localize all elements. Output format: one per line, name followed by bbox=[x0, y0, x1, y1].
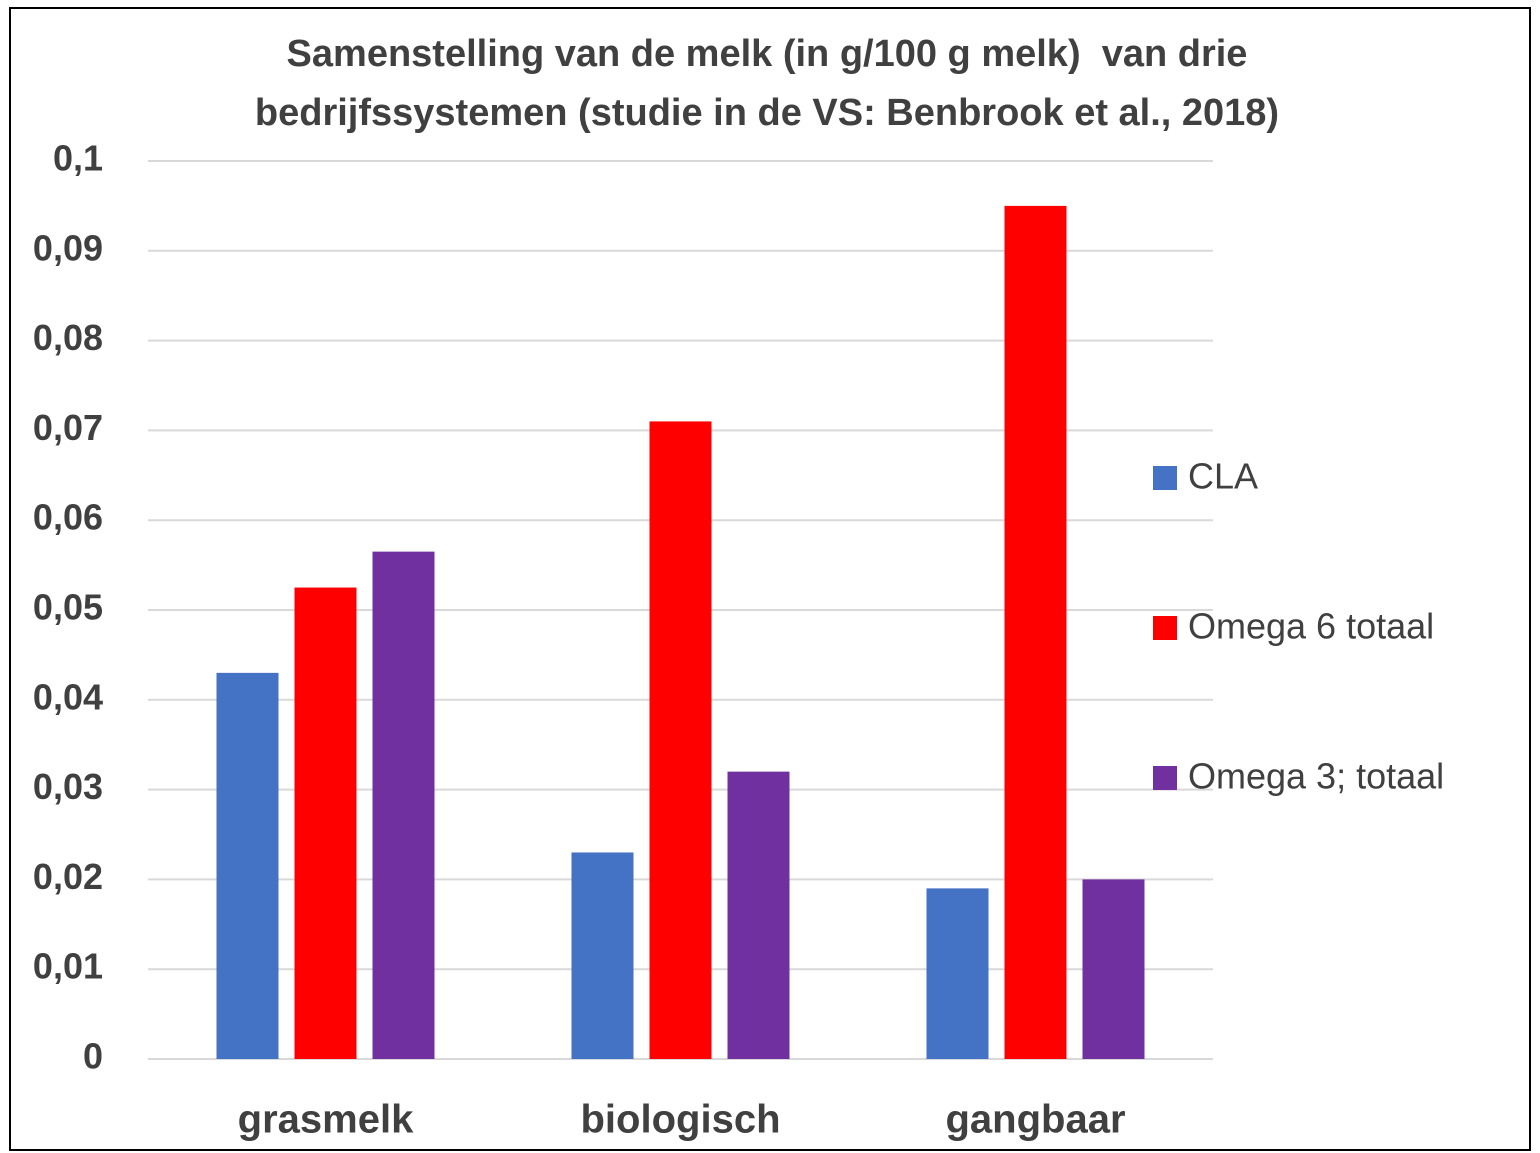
legend-label: CLA bbox=[1188, 456, 1258, 497]
y-tick-label: 0,09 bbox=[33, 227, 103, 268]
y-tick-label: 0,1 bbox=[53, 138, 103, 179]
x-tick-label: biologisch bbox=[581, 1098, 781, 1142]
y-tick-label: 0,04 bbox=[33, 676, 103, 717]
legend-label: Omega 3; totaal bbox=[1188, 756, 1444, 797]
chart-title: bedrijfssystemen (studie in de VS: Benbr… bbox=[255, 92, 1279, 134]
bar bbox=[294, 587, 357, 1059]
y-tick-label: 0,08 bbox=[33, 317, 103, 358]
legend-label: Omega 6 totaal bbox=[1188, 606, 1434, 647]
bar bbox=[926, 888, 989, 1059]
bar bbox=[649, 421, 712, 1059]
x-tick-label: gangbaar bbox=[945, 1098, 1125, 1142]
bar bbox=[1082, 879, 1145, 1059]
bar bbox=[372, 551, 435, 1059]
x-tick-label: grasmelk bbox=[238, 1098, 414, 1142]
bar bbox=[1004, 205, 1067, 1059]
y-tick-label: 0,03 bbox=[33, 766, 103, 807]
bar bbox=[216, 672, 279, 1059]
y-tick-label: 0,01 bbox=[33, 946, 103, 987]
legend-swatch bbox=[1153, 616, 1177, 640]
bar bbox=[727, 771, 790, 1059]
y-tick-label: 0,06 bbox=[33, 497, 103, 538]
bar bbox=[571, 852, 634, 1059]
chart-title: Samenstelling van de melk (in g/100 g me… bbox=[287, 33, 1248, 75]
y-tick-label: 0,02 bbox=[33, 856, 103, 897]
y-tick-label: 0,07 bbox=[33, 407, 103, 448]
legend-swatch bbox=[1153, 466, 1177, 490]
y-tick-label: 0,05 bbox=[33, 587, 103, 628]
y-tick-label: 0 bbox=[83, 1036, 103, 1077]
legend-swatch bbox=[1153, 766, 1177, 790]
